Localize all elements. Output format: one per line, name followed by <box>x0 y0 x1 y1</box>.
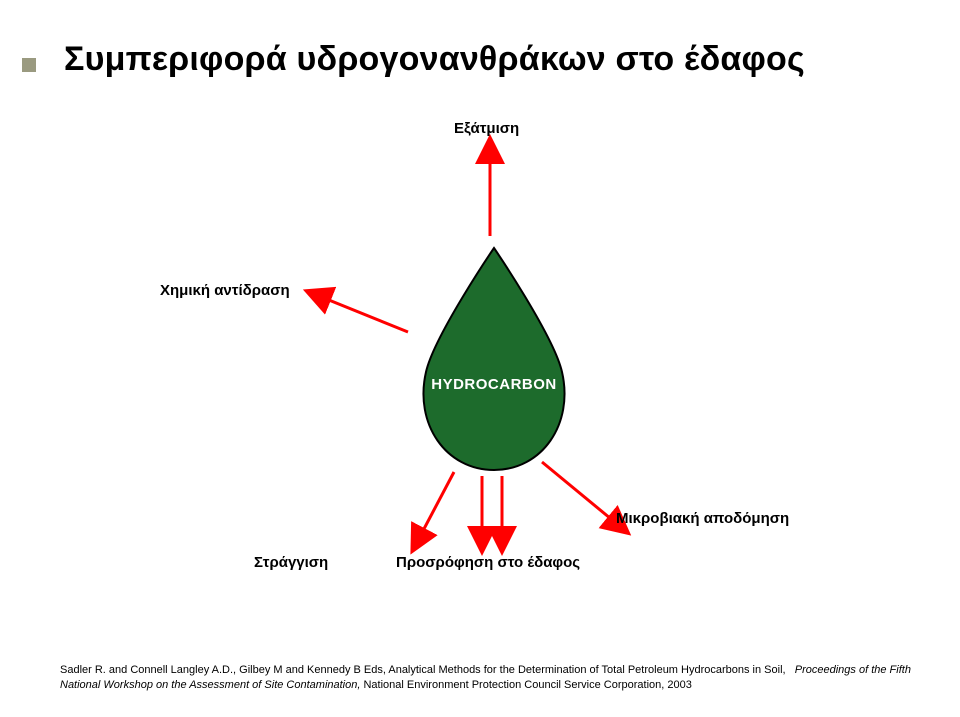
arrow-down-left <box>416 472 454 544</box>
title-bullet <box>22 58 36 72</box>
arrow-down-right <box>542 462 622 528</box>
label-top: Εξάτμιση <box>454 120 519 137</box>
arrow-left <box>314 294 408 332</box>
diagram-canvas: HYDROCARBON Εξάτμιση Χημική αντίδραση Στ… <box>144 104 824 584</box>
citation-tail: National Environment Protection Council … <box>363 679 691 691</box>
citation-authors: Sadler R. and Connell Langley A.D., Gilb… <box>60 664 786 676</box>
slide-page: Συμπεριφορά υδρογονανθράκων στο έδαφος H… <box>0 0 960 717</box>
page-title: Συμπεριφορά υδρογονανθράκων στο έδαφος <box>64 40 912 79</box>
citation: Sadler R. and Connell Langley A.D., Gilb… <box>60 663 912 693</box>
label-bottom-center: Προσρόφηση στο έδαφος <box>396 554 580 571</box>
label-left: Χημική αντίδραση <box>160 282 290 299</box>
label-bottom-left: Στράγγιση <box>254 554 328 571</box>
label-bottom-right: Μικροβιακή αποδόμηση <box>616 510 789 527</box>
